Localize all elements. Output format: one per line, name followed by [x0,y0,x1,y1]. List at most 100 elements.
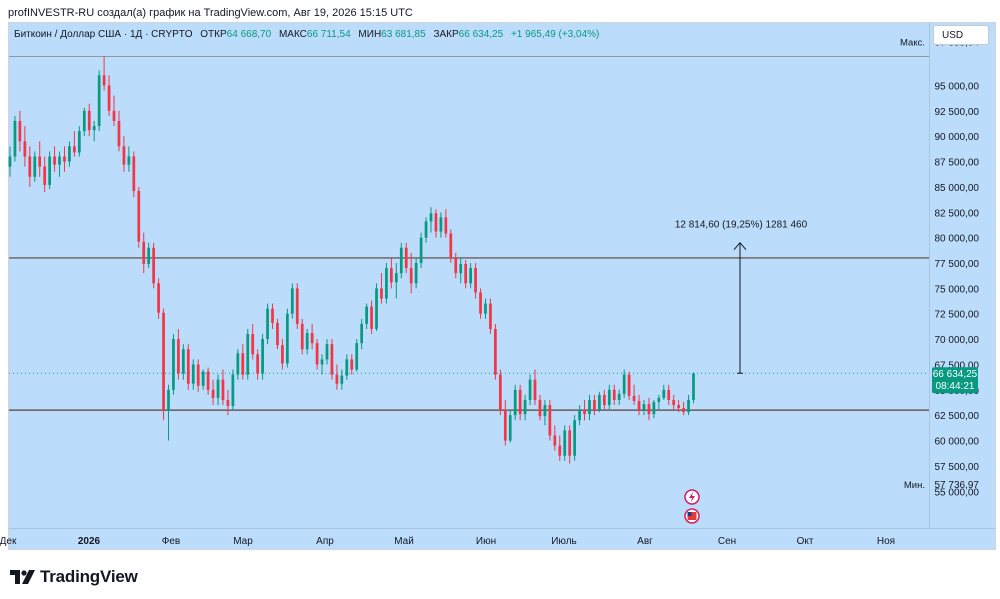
close-label: ЗАКР [433,29,459,40]
last-price-label: 66 634,25 [933,369,978,380]
candle-body [444,217,448,234]
candle-body [58,156,61,165]
candle-body [607,389,611,406]
candle-body [622,374,626,394]
candle-body [399,247,403,274]
time-scale[interactable] [9,528,995,549]
candle-body [667,389,671,400]
candle-body [553,435,557,446]
candle-body [459,264,463,274]
x-tick-label: Дек [0,536,17,547]
candle-body [494,328,497,375]
x-tick-label: Июн [476,536,496,547]
candle-body [43,166,47,185]
candle-body [137,190,141,242]
candle-body [177,339,180,374]
candle-body [320,359,324,365]
high-value: 66 711,54 [306,29,351,40]
candle-body [167,389,170,411]
x-tick-label: 2026 [78,536,101,547]
candle-body [345,359,349,376]
candle-body [617,393,621,400]
candle-body [112,110,116,121]
x-tick-label: Авг [637,536,653,547]
candle-body [677,405,681,409]
candle-body [201,371,205,386]
x-tick-label: Фев [162,536,180,547]
max-label: Макс. [900,38,925,49]
x-tick-label: Окт [797,536,814,547]
candle-body [256,354,260,374]
candle-body [142,241,146,265]
open-value: 64 668,70 [226,29,272,40]
candle-body [181,349,185,374]
candle-body [454,257,458,274]
candle-body [573,420,576,456]
min-label: Мин. [904,480,925,491]
candle-body [53,156,56,165]
candle-body [647,404,651,415]
candle-body [300,323,304,350]
candle-body [360,323,364,344]
candle-body [48,156,51,185]
y-tick-label: 72 500,00 [935,310,980,321]
candle-body [390,268,393,283]
candle-body [612,389,616,400]
measure-arrow-head [733,241,747,251]
symbol-legend: Биткоин / Доллар США · 1Д · CRYPTO ОТКР6… [14,29,599,40]
tradingview-logo[interactable]: TradingView [10,567,138,587]
candle-body [295,288,299,324]
candle-body [330,344,334,375]
candle-body [266,308,269,340]
candle-body [558,445,562,456]
plot-area[interactable] [9,23,929,528]
candle-body [77,131,81,153]
candle-body [191,364,195,384]
candle-body [246,334,250,375]
candle-body [543,405,547,417]
candle-body [87,110,91,131]
candle-body [221,379,225,400]
candle-body [489,303,492,329]
candle-body [18,120,22,142]
candle-body [380,288,383,299]
candle-body [593,399,596,411]
candle-body [92,126,96,131]
x-tick-label: Ноя [877,536,895,547]
candle-body [404,247,408,269]
candle-body [117,120,121,147]
chart-attribution: profINVESTR-RU создал(а) график на Tradi… [8,7,413,19]
y-tick-label: 92 500,00 [935,107,980,118]
x-tick-label: Май [394,536,414,547]
candle-body [122,146,126,165]
candle-body [226,399,230,407]
candle-body [236,353,240,375]
candle-body [409,268,413,284]
candle-body [518,389,522,415]
y-tick-label: 62 500,00 [935,411,980,422]
measure-label: 12 814,60 (19,25%) 1281 460 [675,220,808,231]
candle-body [261,339,264,374]
price-scale[interactable] [929,23,995,528]
candle-body [682,408,685,413]
candle-body [315,343,319,365]
candle-body [196,364,200,386]
candle-body [523,399,527,415]
candle-body [73,146,76,153]
candle-body [325,344,329,360]
x-tick-label: Апр [316,536,334,547]
candle-body [23,141,27,157]
last-price-badge [932,367,978,394]
low-label: МИН [358,29,382,40]
lightning-glyph-icon [689,492,695,502]
y-tick-label: 60 000,00 [935,437,980,448]
close-value: 66 634,25 [458,29,504,40]
currency-button[interactable]: USD [933,25,989,45]
min-value: 57 736,97 [935,480,980,491]
candle-body [286,313,289,364]
y-tick-label: 55 000,00 [935,487,980,498]
low-value: 63 681,85 [381,29,426,40]
candle-body [602,394,606,406]
candle-body [132,156,136,191]
